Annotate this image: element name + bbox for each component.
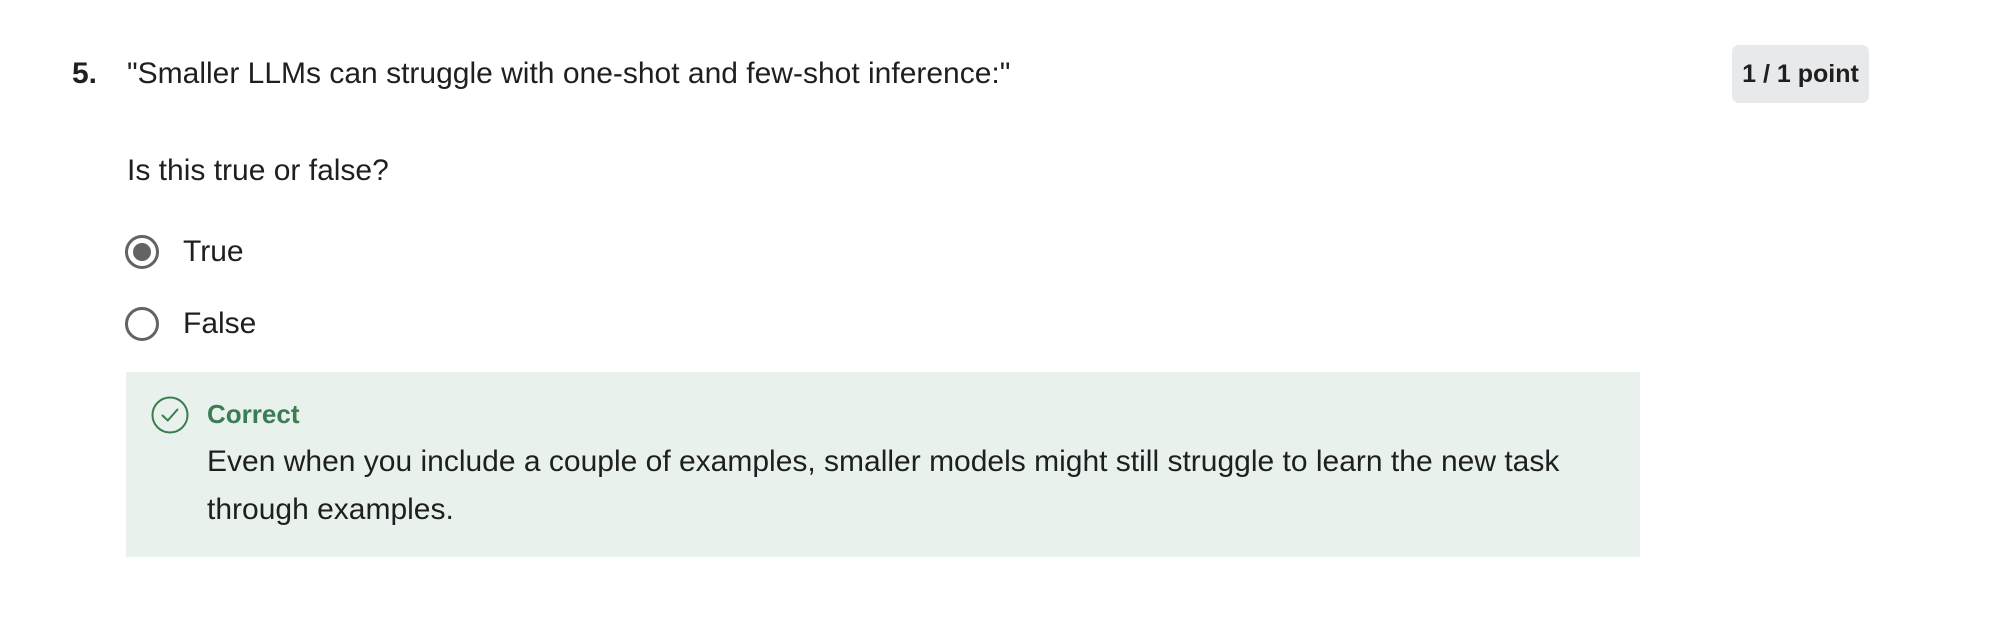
option-true[interactable]: True bbox=[125, 232, 244, 272]
check-circle-icon bbox=[151, 396, 189, 434]
option-true-label: True bbox=[183, 235, 244, 268]
feedback-text: Even when you include a couple of exampl… bbox=[207, 445, 1560, 526]
question-number: 5. bbox=[72, 57, 98, 90]
option-false-label: False bbox=[183, 307, 257, 340]
option-false[interactable]: False bbox=[125, 304, 256, 344]
radio-false[interactable] bbox=[125, 307, 159, 341]
points-badge: 1 / 1 point bbox=[1732, 45, 1869, 103]
question-prompt: "Smaller LLMs can struggle with one-shot… bbox=[127, 57, 1011, 90]
question-subprompt: Is this true or false? bbox=[127, 154, 389, 187]
feedback-status: Correct bbox=[207, 399, 300, 429]
radio-true[interactable] bbox=[125, 235, 159, 269]
feedback-panel: Correct Even when you include a couple o… bbox=[126, 372, 1640, 557]
